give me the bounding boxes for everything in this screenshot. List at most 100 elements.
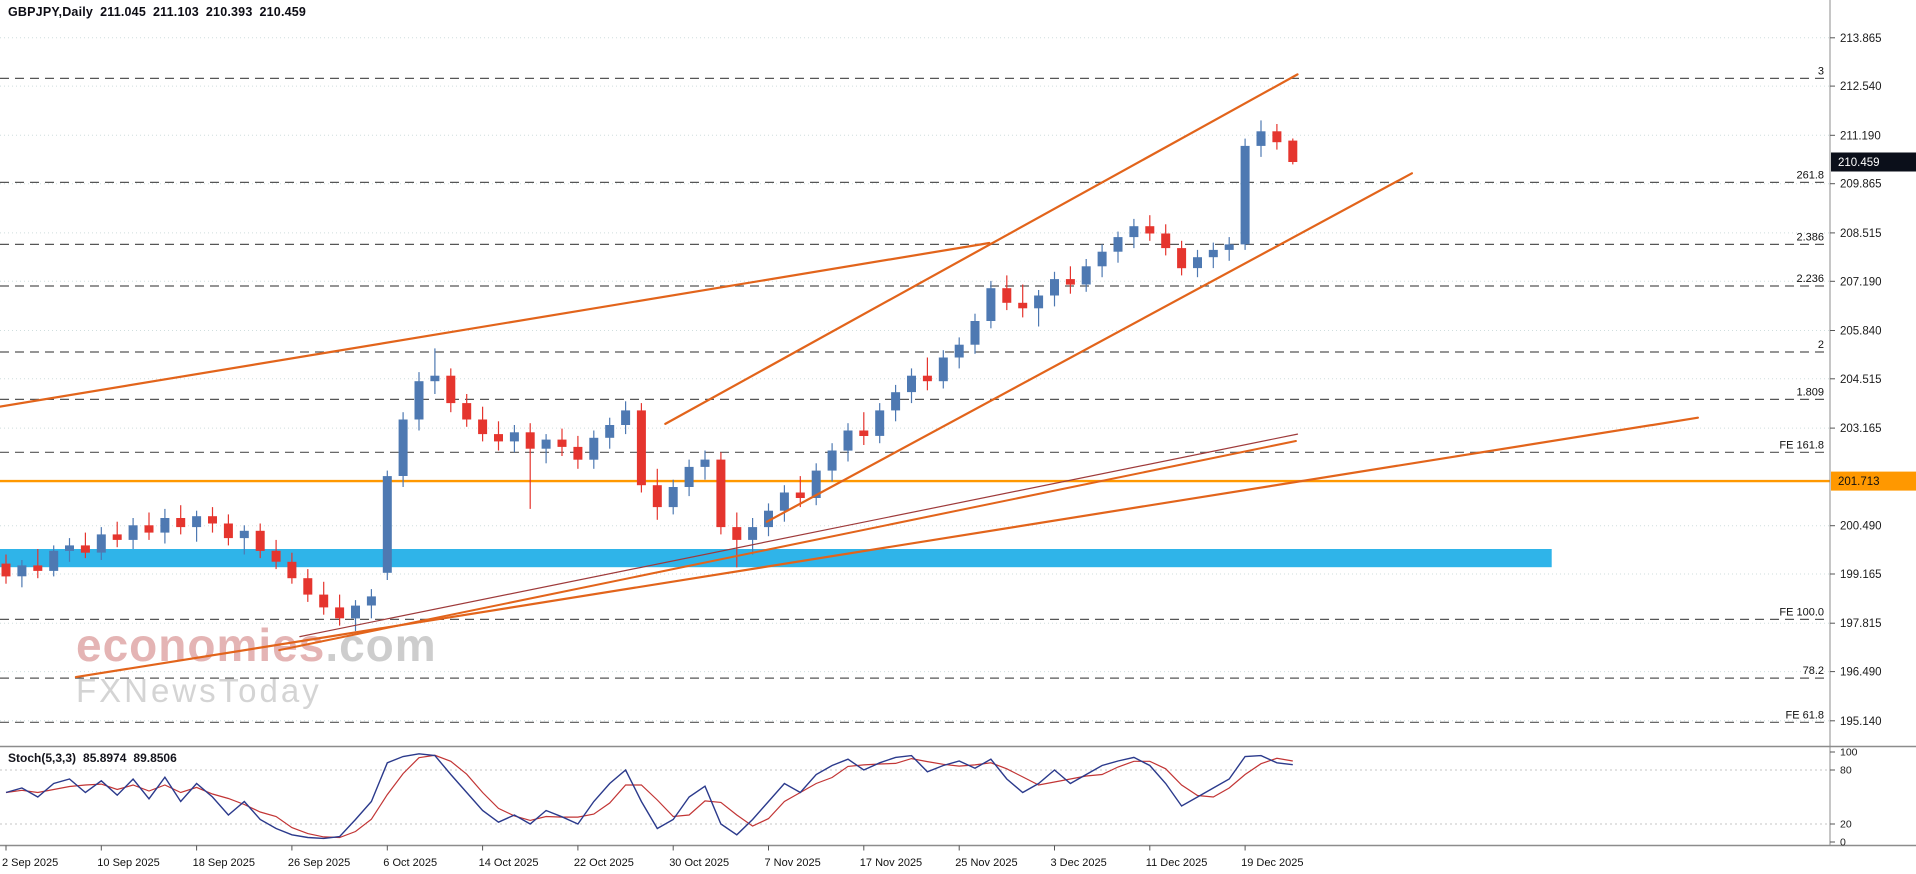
- candle-body: [1050, 279, 1059, 296]
- candle-body: [748, 527, 758, 540]
- candle-body: [605, 425, 615, 438]
- candle-body: [652, 485, 662, 508]
- trendline[interactable]: [299, 433, 1299, 638]
- candle-body: [49, 550, 59, 571]
- stochastic-panel[interactable]: 100 80 20 0: [0, 747, 1858, 849]
- trendline[interactable]: [278, 440, 1297, 652]
- candle-body: [1288, 140, 1298, 162]
- stochastic-label: Stoch(5,3,3) 85.8974 89.8506: [8, 751, 184, 765]
- candle-body: [1240, 145, 1250, 245]
- candle-body: [1161, 233, 1171, 249]
- candle-body: [1002, 288, 1012, 303]
- price-tick-label: 204.515: [1840, 374, 1882, 386]
- candle-body: [509, 432, 519, 442]
- candle-body: [716, 459, 726, 528]
- price-tick-label: 203.165: [1840, 423, 1882, 435]
- candle-body: [1034, 295, 1044, 309]
- fib-level-label: 2.236: [1796, 273, 1824, 285]
- stoch-tick-label: 0: [1840, 837, 1846, 849]
- close-value: 210.459: [259, 5, 307, 19]
- candle-body: [1208, 249, 1218, 258]
- candle-body: [827, 450, 837, 471]
- fib-level-label: 78.2: [1803, 665, 1824, 677]
- date-tick-label: 22 Oct 2025: [574, 857, 634, 869]
- trendline[interactable]: [74, 416, 1700, 679]
- candle-body: [287, 561, 297, 579]
- trendline[interactable]: [765, 172, 1414, 523]
- candle-body: [128, 525, 138, 540]
- candle-body: [859, 430, 869, 436]
- fib-level-label: 3: [1818, 65, 1824, 77]
- date-tick-label: 26 Sep 2025: [288, 857, 350, 869]
- trendline[interactable]: [664, 73, 1299, 425]
- ohlc-info: GBPJPY,Daily 211.045 211.103 210.393 210.459: [8, 5, 313, 19]
- date-tick-label: 10 Sep 2025: [97, 857, 159, 869]
- candle-body: [1193, 257, 1202, 269]
- candle-body: [462, 403, 472, 420]
- candle-body: [223, 523, 233, 539]
- symbol-period-label: GBPJPY,Daily: [8, 5, 94, 19]
- fib-level-label: 2.386: [1796, 231, 1824, 243]
- candle-body: [1272, 131, 1282, 143]
- orange-price-box: [1831, 471, 1916, 491]
- candle-body: [636, 410, 646, 486]
- trendline[interactable]: [0, 241, 991, 408]
- price-tick-label: 212.540: [1840, 81, 1882, 93]
- candle-body: [891, 392, 901, 411]
- candle-body: [319, 594, 329, 608]
- date-tick-label: 2 Sep 2025: [2, 857, 58, 869]
- candle-body: [176, 518, 186, 528]
- price-tick-label: 208.515: [1840, 228, 1882, 240]
- candle-body: [1145, 226, 1155, 234]
- price-tick-label: 197.815: [1840, 618, 1882, 630]
- candle-body: [430, 375, 440, 382]
- candle-body: [255, 530, 265, 551]
- candle-body: [938, 357, 948, 382]
- candle-body: [1256, 131, 1266, 146]
- candle-body: [732, 527, 742, 540]
- candle-body: [398, 419, 408, 476]
- price-tick-label: 200.490: [1840, 521, 1882, 533]
- price-tick-label: 196.490: [1840, 667, 1882, 679]
- price-axis[interactable]: 213.865 212.540 211.190 209.865 208.515 207.1…: [1829, 0, 1916, 846]
- fib-level-label: FE 161.8: [1779, 439, 1824, 451]
- candle-body: [621, 410, 631, 425]
- date-tick-label: 19 Dec 2025: [1241, 857, 1303, 869]
- price-tick-label: 195.140: [1840, 716, 1882, 728]
- date-tick-label: 3 Dec 2025: [1051, 857, 1107, 869]
- candle-body: [478, 419, 488, 435]
- candle-body: [970, 321, 980, 345]
- time-axis[interactable]: 2 Sep 2025 10 Sep 2025 18 Sep 2025 26 Sep 2…: [2, 845, 1303, 870]
- candle-body: [271, 550, 281, 562]
- candle-body: [80, 545, 90, 553]
- price-tick-label: 211.190: [1840, 130, 1881, 142]
- candle-body: [494, 434, 503, 442]
- stoch-tick-label: 100: [1840, 747, 1858, 759]
- candle-body: [160, 518, 170, 533]
- candle-body: [335, 607, 345, 619]
- candle-body: [986, 288, 996, 321]
- candle-body: [557, 439, 567, 447]
- candle-body: [700, 459, 710, 467]
- date-tick-label: 25 Nov 2025: [955, 857, 1017, 869]
- date-tick-label: 7 Nov 2025: [765, 857, 821, 869]
- price-tick-label: 213.865: [1840, 33, 1882, 45]
- candle-body: [382, 476, 392, 573]
- open-value: 211.045: [100, 5, 146, 19]
- stoch-name: Stoch(5,3,3): [8, 751, 77, 765]
- stoch-k-value: 85.8974: [83, 751, 127, 765]
- date-tick-label: 18 Sep 2025: [193, 857, 255, 869]
- stoch-tick-label: 80: [1840, 765, 1852, 777]
- candle-body: [1097, 251, 1107, 267]
- candle-body: [573, 446, 583, 460]
- candle-body: [764, 510, 773, 528]
- candle-body: [541, 439, 551, 449]
- candles-layer: [1, 120, 1298, 632]
- high-value: 211.103: [153, 5, 199, 19]
- fib-level-label: 2: [1818, 339, 1824, 351]
- candle-body: [1129, 226, 1139, 238]
- price-tick-label: 199.165: [1840, 569, 1882, 581]
- current-price-label: 210.459: [1838, 157, 1880, 169]
- candle-body: [843, 430, 853, 451]
